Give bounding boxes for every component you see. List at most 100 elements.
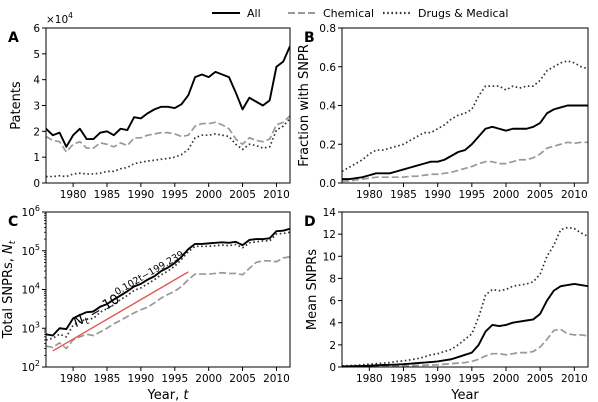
y-tick-label: 8 bbox=[329, 273, 336, 285]
panel-label: A bbox=[8, 30, 19, 46]
y-tick-base: 10 bbox=[22, 207, 35, 219]
y-tick-exp: 2 bbox=[35, 359, 40, 368]
series-line-drugs-medical bbox=[342, 60, 588, 173]
x-axis-label-text: Year bbox=[450, 388, 479, 402]
x-tick-label: 1985 bbox=[390, 189, 417, 201]
y-tick-base: 10 bbox=[22, 323, 35, 335]
y-tick-label: 106 bbox=[22, 204, 40, 219]
x-axis-label-text: Year, bbox=[147, 388, 184, 402]
x-tick-label: 1980 bbox=[60, 373, 87, 385]
y-tick-label: 4 bbox=[33, 75, 40, 87]
y-axis-label-text: Fraction with SNPR bbox=[297, 44, 312, 167]
series-line-chemical bbox=[342, 141, 588, 182]
axes-frame bbox=[45, 27, 291, 184]
panel-b: B 1980 1985 1990 1995 2000 2005 2010 0.0 0.2 0.4 0.… bbox=[297, 23, 589, 201]
series-line-all bbox=[342, 283, 588, 368]
y-tick-label: 103 bbox=[22, 320, 40, 335]
legend: All Chemical Drugs & Medical bbox=[212, 7, 508, 20]
x-tick-label: 2010 bbox=[263, 373, 290, 385]
y-tick-label: 2 bbox=[33, 126, 40, 138]
y-axis-label: Mean SNPRs bbox=[305, 249, 320, 330]
legend-item-1: Chemical bbox=[288, 7, 374, 20]
y-tick-base: 10 bbox=[22, 285, 35, 297]
x-tick-label: 2010 bbox=[263, 189, 290, 201]
annotation-sub: t bbox=[83, 315, 93, 327]
series-line-drugs-medical bbox=[46, 117, 290, 178]
y-tick-label: 6 bbox=[329, 296, 336, 308]
y-tick-label: 2 bbox=[329, 340, 336, 352]
x-tick-label: 2010 bbox=[561, 189, 588, 201]
y-tick-label: 12 bbox=[323, 229, 336, 241]
y-tick-label: 10 bbox=[323, 251, 336, 263]
x-tick-label: 1990 bbox=[128, 189, 155, 201]
y-axis-label-text: Total SNPRs, bbox=[1, 254, 16, 339]
x-tick-label: 1990 bbox=[424, 373, 451, 385]
y-tick-label: 0.8 bbox=[319, 23, 336, 35]
series-line-drugs-medical bbox=[46, 231, 290, 341]
x-tick-label: 1980 bbox=[356, 189, 383, 201]
y-tick-label: 104 bbox=[22, 282, 40, 297]
y-tick-label: 0.4 bbox=[319, 101, 336, 113]
x-tick-label: 2005 bbox=[229, 373, 256, 385]
axes-frame bbox=[341, 27, 589, 184]
series-line-chemical bbox=[342, 328, 588, 368]
series-line-drugs-medical bbox=[342, 226, 588, 367]
annotation-exp: 0.102t−199.239 bbox=[113, 249, 186, 298]
x-tick-label: 1985 bbox=[390, 373, 417, 385]
x-tick-label: 1995 bbox=[458, 373, 485, 385]
series-line-all bbox=[342, 104, 588, 181]
x-tick-label: 1995 bbox=[458, 189, 485, 201]
y-tick-label: 0 bbox=[33, 178, 40, 190]
series-line-chemical bbox=[46, 115, 290, 153]
panel-label: C bbox=[8, 214, 18, 230]
y-tick-label: 0.0 bbox=[319, 178, 336, 190]
y-scale-exp: 4 bbox=[68, 11, 73, 20]
y-tick-base: 10 bbox=[22, 246, 35, 258]
series-line-chemical bbox=[46, 255, 290, 350]
y-tick-label: 3 bbox=[33, 101, 40, 113]
x-tick-label: 2005 bbox=[229, 189, 256, 201]
y-tick-label: 102 bbox=[22, 359, 40, 374]
x-tick-label: 1985 bbox=[94, 189, 121, 201]
y-axis-label-text: Mean SNPRs bbox=[305, 249, 320, 330]
x-tick-label: 1990 bbox=[128, 373, 155, 385]
legend-label-1: Chemical bbox=[323, 7, 374, 20]
fit-line bbox=[52, 271, 189, 352]
y-tick-label: 4 bbox=[329, 318, 336, 330]
y-tick-exp: 3 bbox=[35, 320, 40, 329]
y-tick-label: 6 bbox=[33, 23, 40, 35]
series-line-all bbox=[46, 45, 290, 148]
x-tick-label: 2010 bbox=[561, 373, 588, 385]
x-axis-label: Year, t bbox=[147, 388, 190, 402]
y-tick-label: 5 bbox=[33, 49, 40, 61]
x-tick-label: 2005 bbox=[527, 189, 554, 201]
x-tick-label: 1980 bbox=[60, 189, 87, 201]
legend-label-2: Drugs & Medical bbox=[418, 7, 508, 20]
y-tick-label: 105 bbox=[22, 243, 40, 258]
y-axis-label-text: Patents bbox=[9, 81, 24, 130]
x-tick-label: 1980 bbox=[356, 373, 383, 385]
legend-item-0: All bbox=[212, 7, 261, 20]
legend-label-0: All bbox=[247, 7, 261, 20]
axes-frame bbox=[45, 211, 291, 368]
x-axis-label: Year bbox=[450, 388, 479, 402]
legend-item-2: Drugs & Medical bbox=[383, 7, 508, 20]
y-scale-base: ×10 bbox=[46, 14, 68, 26]
axes-frame bbox=[341, 211, 589, 368]
y-tick-exp: 6 bbox=[35, 204, 40, 213]
x-tick-label: 1990 bbox=[424, 189, 451, 201]
y-tick-label: 0 bbox=[329, 362, 336, 374]
panel-d: D 1980 1985 1990 1995 2000 2005 2010 0 2 4 6 8 10 12 14… bbox=[304, 207, 589, 402]
y-axis-label: Patents bbox=[9, 81, 24, 130]
y-axis-label-var: N bbox=[1, 244, 16, 254]
x-axis-label-var: t bbox=[183, 388, 189, 402]
y-tick-exp: 5 bbox=[35, 243, 40, 252]
panel-label: D bbox=[304, 214, 316, 230]
fit-annotation: Nt = 100.102t−199.239 bbox=[69, 249, 191, 332]
x-tick-label: 1995 bbox=[161, 373, 188, 385]
x-tick-label: 1985 bbox=[94, 373, 121, 385]
series-line-all bbox=[46, 227, 290, 337]
y-tick-exp: 4 bbox=[35, 282, 40, 291]
x-tick-label: 2000 bbox=[493, 189, 520, 201]
